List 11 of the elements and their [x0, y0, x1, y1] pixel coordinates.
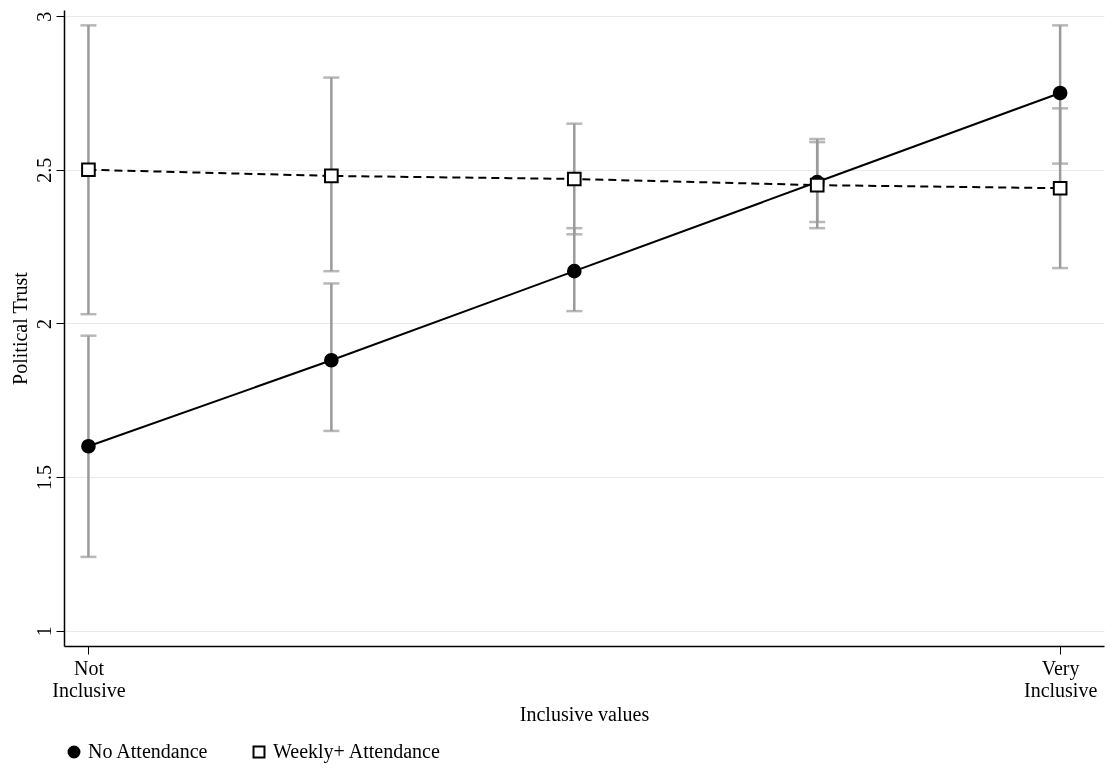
y-tick-label: 2	[32, 318, 55, 329]
y-tick-label: 2.5	[32, 157, 55, 183]
y-tick-label: 3	[32, 11, 55, 22]
x-tick-label: Not Inclusive	[52, 656, 126, 701]
legend-label: No Attendance	[88, 740, 208, 762]
y-tick-label: 1.5	[32, 465, 55, 491]
y-axis-title: Political Trust	[8, 271, 31, 385]
y-tick-label: 1	[32, 626, 55, 637]
x-tick-label: Very Inclusive	[1023, 656, 1098, 701]
x-axis-title: Inclusive values	[519, 702, 650, 725]
legend-label: Weekly+ Attendance	[273, 740, 440, 763]
